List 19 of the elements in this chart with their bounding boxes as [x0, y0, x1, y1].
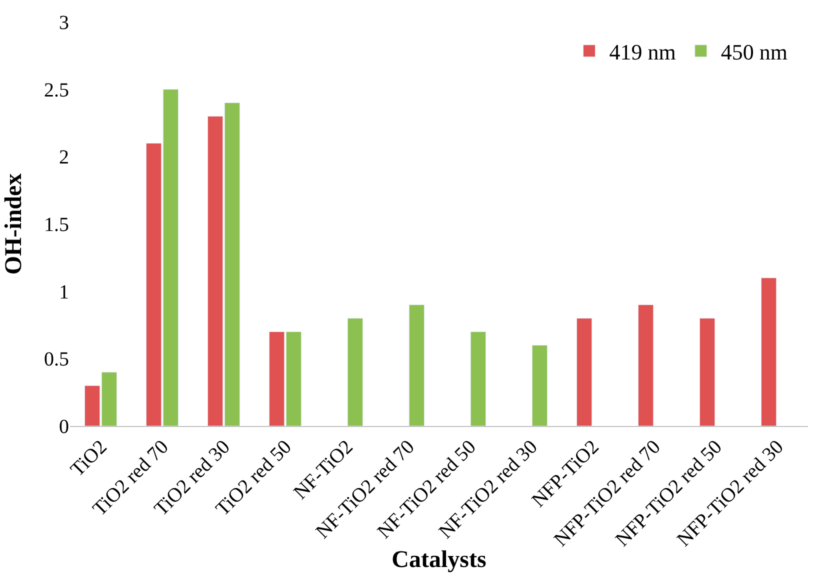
y-axis-title: OH-index [1, 173, 28, 275]
y-tick-label: 1.5 [44, 214, 69, 236]
y-tick-label: 0 [59, 416, 69, 438]
y-tick-label: 0.5 [44, 348, 69, 371]
legend-label: 419 nm [609, 39, 676, 64]
y-tick-label: 2 [59, 146, 69, 169]
y-tick-label: 3 [59, 12, 69, 34]
bar [699, 318, 716, 426]
x-axis-title: Catalysts [392, 547, 486, 574]
bar [347, 318, 364, 426]
bar [760, 278, 777, 426]
bar [638, 304, 654, 426]
bar [470, 331, 486, 426]
bar [576, 318, 592, 426]
legend-label: 450 nm [720, 39, 788, 64]
y-tick-label: 2.5 [44, 79, 69, 102]
bar [532, 344, 548, 426]
bar [408, 304, 425, 426]
y-tick-label: 1 [59, 281, 69, 304]
